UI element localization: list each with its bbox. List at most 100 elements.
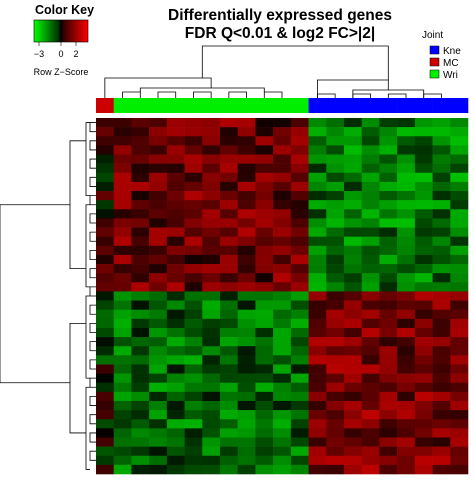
heatmap-cell (237, 410, 256, 420)
heatmap-cell (432, 172, 451, 183)
heatmap-cell (166, 118, 185, 128)
heatmap-cell (361, 264, 380, 274)
heatmap-cell (414, 218, 433, 228)
heatmap-cell (326, 191, 345, 201)
heatmap-cell (202, 163, 221, 174)
heatmap-cell (379, 227, 398, 237)
heatmap-cell (308, 318, 327, 329)
heatmap-cell (131, 145, 150, 155)
heatmap-cell (273, 455, 292, 466)
heatmap-cell (361, 181, 380, 192)
heatmap-cell (273, 309, 292, 320)
heatmap-cell (290, 419, 309, 429)
heatmap-cell (149, 154, 168, 164)
heatmap-cell (96, 455, 115, 466)
heatmap-cell (131, 337, 150, 347)
heatmap-cell (397, 118, 416, 128)
row-dendrogram-link (69, 140, 86, 270)
heatmap-cell (290, 136, 309, 146)
heatmap-cell (255, 355, 274, 365)
row-dendrogram-link (0, 204, 70, 384)
heatmap-cell (237, 236, 256, 247)
heatmap-cell (397, 154, 416, 164)
heatmap-cell (344, 346, 363, 356)
heatmap-cell (237, 200, 256, 210)
heatmap-cell (450, 154, 469, 164)
heatmap-cell (414, 191, 433, 201)
heatmap-cell (237, 282, 256, 292)
heatmap-cell (113, 127, 132, 137)
heatmap-cell (290, 291, 309, 301)
heatmap-cell (450, 455, 469, 466)
heatmap-cell (450, 145, 469, 155)
heatmap-cell (273, 464, 292, 475)
heatmap-cell (96, 145, 115, 155)
heatmap-cell (273, 200, 292, 210)
heatmap-cell (184, 200, 203, 210)
heatmap-cell (397, 209, 416, 219)
heatmap-cell (308, 200, 327, 210)
heatmap-cell (166, 327, 185, 338)
heatmap-cell (432, 218, 451, 228)
heatmap-cell (361, 227, 380, 237)
heatmap-cell (166, 191, 185, 201)
heatmap-cell (220, 318, 239, 329)
heatmap-cell (131, 118, 150, 128)
heatmap-cell (255, 181, 274, 192)
heatmap-cell (344, 373, 363, 384)
heatmap-cell (149, 410, 168, 420)
heatmap-cell (149, 437, 168, 447)
heatmap-cell (237, 145, 256, 155)
heatmap-cell (273, 118, 292, 128)
heatmap-cell (255, 118, 274, 128)
heatmap-cell (326, 181, 345, 192)
heatmap-cell (237, 364, 256, 374)
heatmap-cell (273, 437, 292, 447)
heatmap-cell (220, 200, 239, 210)
heatmap-cell (131, 346, 150, 356)
heatmap-cell (237, 446, 256, 457)
heatmap-cell (273, 327, 292, 338)
color-key-title: Color Key (35, 3, 94, 17)
heatmap-cell (149, 282, 168, 292)
heatmap-cell (308, 209, 327, 219)
heatmap-cell (131, 209, 150, 219)
heatmap-cell (397, 227, 416, 237)
heatmap-cell (308, 154, 327, 164)
heatmap-cell (361, 127, 380, 137)
heatmap-cell (361, 300, 380, 310)
heatmap-cell (379, 318, 398, 329)
heatmap-cell (220, 163, 239, 174)
heatmap-cell (220, 273, 239, 283)
heatmap-cell (432, 181, 451, 192)
column-dendrogram-link (317, 93, 336, 98)
heatmap-cell (326, 355, 345, 365)
side-bar-cell-kne (361, 98, 380, 113)
heatmap-cell (414, 373, 433, 384)
heatmap-cell (414, 455, 433, 466)
heatmap-cell (397, 172, 416, 183)
heatmap-cell (290, 446, 309, 457)
heatmap-cell (379, 464, 398, 475)
heatmap-cell (290, 282, 309, 292)
heatmap-cell (131, 172, 150, 183)
heatmap-cell (202, 337, 221, 347)
heatmap-cell (432, 200, 451, 210)
heatmap-cell (450, 264, 469, 274)
heatmap-cell (96, 218, 115, 228)
heatmap-cell (450, 172, 469, 183)
heatmap-cell (326, 209, 345, 219)
heatmap-cell (397, 318, 416, 329)
heatmap-cell (432, 346, 451, 356)
heatmap-cell (202, 318, 221, 329)
heatmap-cell (450, 446, 469, 457)
heatmap-cell (432, 437, 451, 447)
side-bar-cell-wri (131, 98, 150, 113)
heatmap-cell (414, 364, 433, 374)
heatmap-cell (166, 300, 185, 310)
heatmap-cell (397, 245, 416, 256)
heatmap-cell (255, 400, 274, 411)
heatmap-cell (397, 218, 416, 228)
heatmap-cell (166, 254, 185, 265)
heatmap-cell (308, 181, 327, 192)
